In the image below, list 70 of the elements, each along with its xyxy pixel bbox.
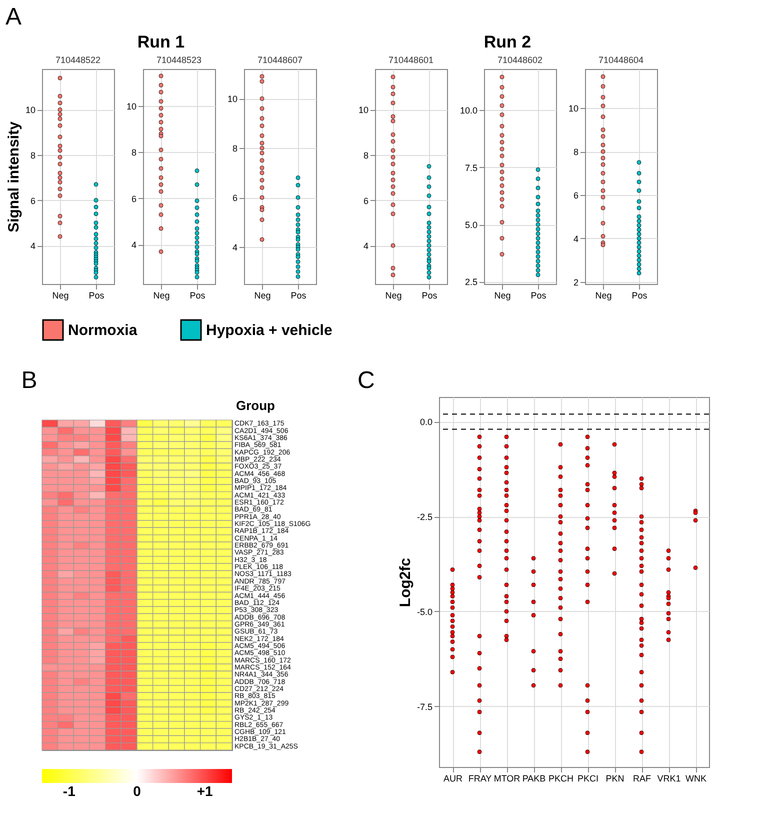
x-tick-label: Neg bbox=[494, 290, 511, 300]
x-tick-label: Pos bbox=[530, 290, 547, 300]
legend-label: Normoxia bbox=[68, 322, 138, 339]
y-tick-label: 10 bbox=[25, 105, 36, 116]
y-tick-label: 2.5 bbox=[464, 277, 478, 288]
y-tick-label: 6 bbox=[232, 193, 238, 204]
y-tick-label: 8 bbox=[363, 150, 368, 160]
x-tick-label: Neg bbox=[52, 290, 69, 300]
legend-label: Hypoxia + vehicle bbox=[206, 322, 332, 339]
x-tick-label: MTOR bbox=[494, 774, 521, 784]
y-tick-label: 8 bbox=[131, 148, 136, 158]
text: B bbox=[21, 367, 38, 394]
color-bar-label: +1 bbox=[196, 783, 214, 799]
y-tick-label: -7.5 bbox=[416, 702, 432, 712]
text: Run 2 bbox=[484, 32, 532, 52]
text: Group bbox=[236, 398, 276, 413]
x-tick-label: Pos bbox=[422, 290, 438, 300]
y-tick-label: 6 bbox=[363, 196, 368, 206]
x-tick-label: RAF bbox=[633, 774, 652, 784]
x-tick-label: Neg bbox=[153, 290, 170, 300]
x-tick-label: Pos bbox=[290, 290, 307, 300]
y-tick-label: 0.0 bbox=[420, 417, 432, 428]
y-tick-label: -2.5 bbox=[416, 512, 432, 522]
chart-title: 710448601 bbox=[388, 55, 434, 65]
y-tick-label: 4 bbox=[573, 234, 578, 244]
color-bar-label: 0 bbox=[133, 783, 142, 799]
y-tick-label: 5.0 bbox=[464, 220, 478, 230]
x-tick-label: AUR bbox=[443, 774, 463, 784]
y-tick-label: 10 bbox=[126, 101, 136, 112]
y-tick-label: 6 bbox=[131, 194, 136, 204]
x-tick-label: Pos bbox=[88, 290, 105, 300]
y-tick-label: 8 bbox=[30, 150, 36, 160]
y-tick-label: 10 bbox=[227, 94, 238, 104]
x-tick-label: WNK bbox=[686, 774, 706, 784]
x-tick-label: Pos bbox=[632, 290, 648, 300]
y-tick-label: 4 bbox=[363, 241, 368, 252]
y-tick-label: 10 bbox=[358, 105, 368, 116]
text: A bbox=[5, 4, 22, 30]
text: C bbox=[357, 367, 375, 394]
y-tick-label: 6 bbox=[573, 190, 578, 200]
y-tick-label: 4 bbox=[232, 242, 238, 252]
x-tick-label: Neg bbox=[254, 290, 271, 300]
x-tick-label: Pos bbox=[190, 290, 206, 300]
color-bar-label: -1 bbox=[62, 783, 76, 799]
chart-title: 710448602 bbox=[497, 55, 543, 65]
y-tick-label: 8 bbox=[573, 147, 578, 158]
x-tick-label: PKCH bbox=[548, 774, 574, 784]
y-tick-label: 7.5 bbox=[464, 162, 478, 173]
text: Run 1 bbox=[137, 32, 185, 52]
chart-title: 710448522 bbox=[55, 55, 101, 65]
chart-title: 710448607 bbox=[257, 55, 303, 65]
y-axis-title: Signal intensity bbox=[5, 120, 22, 232]
x-tick-label: Neg bbox=[385, 290, 402, 300]
y-tick-label: 6 bbox=[30, 196, 36, 206]
chart-title: 710448604 bbox=[598, 55, 644, 65]
y-tick-label: 4 bbox=[131, 240, 136, 250]
x-tick-label: PAKB bbox=[522, 774, 546, 784]
x-tick-label: Neg bbox=[595, 290, 612, 300]
y-tick-label: 10.0 bbox=[460, 106, 478, 116]
x-tick-label: PKN bbox=[606, 774, 624, 784]
y-tick-label: 2 bbox=[573, 277, 578, 288]
x-tick-label: VRK1 bbox=[657, 774, 681, 784]
y-tick-label: -5.0 bbox=[416, 606, 432, 617]
y-axis-title: Log2fc bbox=[396, 558, 414, 608]
y-tick-label: 4 bbox=[30, 241, 36, 252]
x-tick-label: PKCI bbox=[577, 774, 599, 784]
chart-title: 710448523 bbox=[156, 55, 202, 65]
x-tick-label: FRAY bbox=[468, 774, 492, 784]
y-tick-label: 8 bbox=[232, 144, 238, 154]
y-tick-label: 10 bbox=[568, 104, 578, 114]
